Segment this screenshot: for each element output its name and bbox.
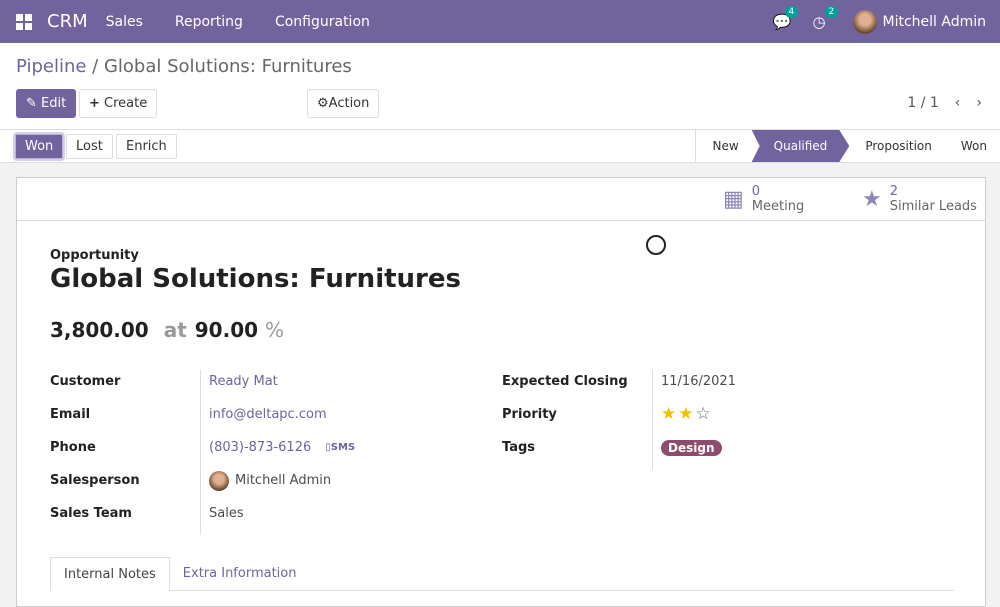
meeting-count: 0 bbox=[751, 184, 761, 199]
field-sales-team: Sales Team Sales bbox=[50, 502, 355, 535]
breadcrumb-current: Global Solutions: Furnitures bbox=[103, 56, 352, 77]
edit-label: Edit bbox=[41, 96, 67, 111]
meeting-label: Meeting bbox=[751, 199, 805, 214]
record-title: Opportunity Global Solutions: Furnitures bbox=[50, 248, 461, 294]
create-label: Create bbox=[104, 96, 148, 111]
salesperson-value: Mitchell Admin bbox=[235, 473, 332, 488]
gear-icon: ⚙ bbox=[317, 96, 329, 111]
user-name: Mitchell Admin bbox=[882, 13, 987, 30]
stage-pipeline: New Qualified Proposition Won bbox=[695, 130, 1000, 162]
breadcrumb: Pipeline / Global Solutions: Furnitures bbox=[16, 56, 352, 77]
calendar-icon: ▦ bbox=[723, 186, 744, 212]
star-filled-icon[interactable]: ★ bbox=[678, 404, 694, 424]
statusbar: Won Lost Enrich New Qualified Propositio… bbox=[0, 130, 1000, 163]
top-navbar: CRM Sales Reporting Configuration 💬 4 ◷ 2 … bbox=[0, 0, 1000, 43]
field-email: Email info@deltapc.com bbox=[50, 403, 355, 436]
user-menu[interactable]: Mitchell Admin bbox=[852, 9, 987, 34]
clock-icon: ◷ bbox=[812, 12, 826, 31]
tab-extra-information[interactable]: Extra Information bbox=[182, 566, 297, 581]
field-label: Expected Closing bbox=[502, 374, 628, 389]
messages-button[interactable]: 💬 4 bbox=[772, 5, 803, 31]
control-panel: Pipeline / Global Solutions: Furnitures … bbox=[0, 43, 1000, 130]
star-icon: ★ bbox=[862, 186, 882, 212]
record-name: Global Solutions: Furnitures bbox=[50, 264, 461, 294]
stage-proposition[interactable]: Proposition bbox=[865, 139, 932, 153]
star-filled-icon[interactable]: ★ bbox=[661, 404, 677, 424]
menu-configuration[interactable]: Configuration bbox=[274, 13, 370, 30]
similar-leads-button[interactable]: ★ 2 Similar Leads bbox=[862, 184, 977, 214]
field-customer: Customer Ready Mat bbox=[50, 370, 355, 403]
form-sheet: ▦ 0 Meeting ★ 2 Similar Leads Opportunity Gl… bbox=[16, 177, 986, 607]
field-tags: Tags Design bbox=[502, 436, 736, 469]
edit-button[interactable]: ✎ Edit bbox=[16, 89, 77, 118]
field-phone: Phone (803)-873-6126 ▯SMS bbox=[50, 436, 355, 469]
tag-badge: Design bbox=[661, 440, 722, 456]
star-empty-icon[interactable]: ☆ bbox=[695, 404, 711, 424]
stage-won[interactable]: Won bbox=[960, 139, 987, 153]
right-field-group: Expected Closing 11/16/2021 Priority ★ ★ ☆ T… bbox=[502, 370, 736, 469]
field-label: Customer bbox=[50, 374, 121, 389]
menu-sales[interactable]: Sales bbox=[105, 13, 143, 30]
avatar bbox=[209, 471, 229, 491]
mouse-cursor bbox=[646, 235, 666, 255]
action-label: Action bbox=[328, 96, 370, 111]
field-label: Phone bbox=[50, 440, 96, 455]
button-box: ▦ 0 Meeting ★ 2 Similar Leads bbox=[17, 178, 985, 221]
field-label: Email bbox=[50, 407, 91, 422]
email-link[interactable]: info@deltapc.com bbox=[209, 407, 327, 422]
phone-link[interactable]: (803)-873-6126 bbox=[209, 440, 312, 455]
pager: 1 / 1 ‹ › bbox=[907, 95, 982, 111]
left-field-group: Customer Ready Mat Email info@deltapc.com … bbox=[50, 370, 355, 535]
breadcrumb-separator: / bbox=[86, 56, 104, 77]
probability: 90.00 bbox=[194, 318, 259, 342]
enrich-button[interactable]: Enrich bbox=[116, 134, 177, 159]
app-name[interactable]: CRM bbox=[47, 11, 88, 32]
similar-label: Similar Leads bbox=[889, 199, 977, 214]
breadcrumb-pipeline[interactable]: Pipeline bbox=[16, 56, 87, 77]
field-label: Salesperson bbox=[50, 473, 140, 488]
pencil-icon: ✎ bbox=[26, 96, 42, 111]
activities-button[interactable]: ◷ 2 bbox=[812, 5, 843, 31]
sms-button[interactable]: ▯SMS bbox=[325, 442, 355, 453]
avatar bbox=[852, 9, 877, 34]
stage-new[interactable]: New bbox=[712, 139, 739, 153]
field-label: Tags bbox=[502, 440, 536, 455]
apps-menu-icon[interactable] bbox=[16, 13, 32, 30]
pager-value[interactable]: 1 / 1 bbox=[907, 95, 939, 111]
plus-icon: + bbox=[89, 96, 100, 111]
field-salesperson: Salesperson Mitchell Admin bbox=[50, 469, 355, 502]
create-button[interactable]: + Create bbox=[79, 89, 158, 118]
field-label: Sales Team bbox=[50, 506, 132, 521]
chevron-right-icon[interactable]: › bbox=[976, 95, 982, 111]
record-kind: Opportunity bbox=[50, 248, 139, 263]
field-priority: Priority ★ ★ ☆ bbox=[502, 403, 736, 436]
field-expected-closing: Expected Closing 11/16/2021 bbox=[502, 370, 736, 403]
expected-revenue: 3,800.00 bbox=[50, 318, 149, 342]
customer-link[interactable]: Ready Mat bbox=[209, 374, 278, 389]
chat-icon: 💬 bbox=[772, 12, 792, 31]
activities-badge: 2 bbox=[824, 5, 839, 18]
stage-qualified[interactable]: Qualified bbox=[752, 130, 850, 162]
menu-reporting[interactable]: Reporting bbox=[174, 13, 243, 30]
percent-sign: % bbox=[265, 318, 285, 342]
sales-team-value: Sales bbox=[209, 506, 244, 521]
messages-badge: 4 bbox=[784, 5, 799, 18]
lost-button[interactable]: Lost bbox=[66, 134, 113, 159]
notebook-tabs: Internal Notes Extra Information bbox=[50, 557, 954, 591]
tab-internal-notes[interactable]: Internal Notes bbox=[50, 557, 170, 591]
expected-closing-value: 11/16/2021 bbox=[661, 374, 736, 389]
similar-count: 2 bbox=[889, 184, 899, 199]
mobile-icon: ▯ bbox=[325, 442, 331, 453]
meeting-button[interactable]: ▦ 0 Meeting bbox=[723, 184, 804, 214]
field-label: Priority bbox=[502, 407, 557, 422]
chevron-left-icon[interactable]: ‹ bbox=[954, 95, 961, 111]
sms-label: SMS bbox=[330, 442, 356, 453]
at-label: at bbox=[163, 318, 187, 342]
revenue-line: 3,800.00 at 90.00 % bbox=[50, 318, 284, 342]
action-button[interactable]: ⚙ Action bbox=[307, 89, 380, 118]
won-button[interactable]: Won bbox=[15, 134, 64, 159]
